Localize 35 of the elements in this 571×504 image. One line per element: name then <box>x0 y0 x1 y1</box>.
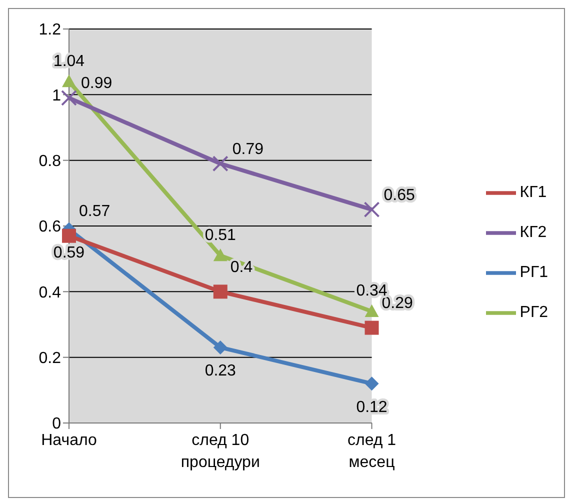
x-tick-label: след 10 процедури <box>180 432 260 471</box>
point <box>364 376 379 391</box>
point <box>62 74 76 88</box>
legend-label: КГ2 <box>520 224 547 241</box>
data-label: 0.23 <box>204 362 236 380</box>
data-label: 0.59 <box>53 244 85 262</box>
legend-label: РГ1 <box>520 264 548 281</box>
y-tick-label: 1.2 <box>38 22 62 39</box>
y-tick-label: 0 <box>52 416 62 433</box>
point <box>364 304 379 317</box>
data-label: 0.29 <box>382 295 414 312</box>
data-label: 1.04 <box>53 52 85 70</box>
point <box>213 340 228 354</box>
point <box>364 320 379 335</box>
point <box>213 248 228 262</box>
point <box>364 202 380 218</box>
point <box>62 228 76 243</box>
data-label: 0.57 <box>79 203 110 220</box>
legend-label: РГ2 <box>520 304 548 321</box>
y-tick-label: 0.8 <box>38 153 62 170</box>
data-label: 0.79 <box>232 140 264 158</box>
y-tick-label: 1 <box>52 87 62 104</box>
y-tick-label: 0.2 <box>38 350 62 368</box>
y-tick-label: 0.6 <box>38 218 62 236</box>
data-label: 0.51 <box>204 226 236 244</box>
legend-label: КГ1 <box>520 184 547 201</box>
x-tick-label: Начало <box>41 432 97 449</box>
y-tick-label: 0.4 <box>38 284 62 302</box>
x-tick-label: след 1 месец <box>347 432 396 471</box>
data-label: 0.99 <box>81 75 112 92</box>
point <box>61 90 77 106</box>
data-label: 0.12 <box>356 398 388 416</box>
point <box>212 156 228 172</box>
data-label: 0.65 <box>384 186 416 204</box>
point <box>213 284 228 299</box>
